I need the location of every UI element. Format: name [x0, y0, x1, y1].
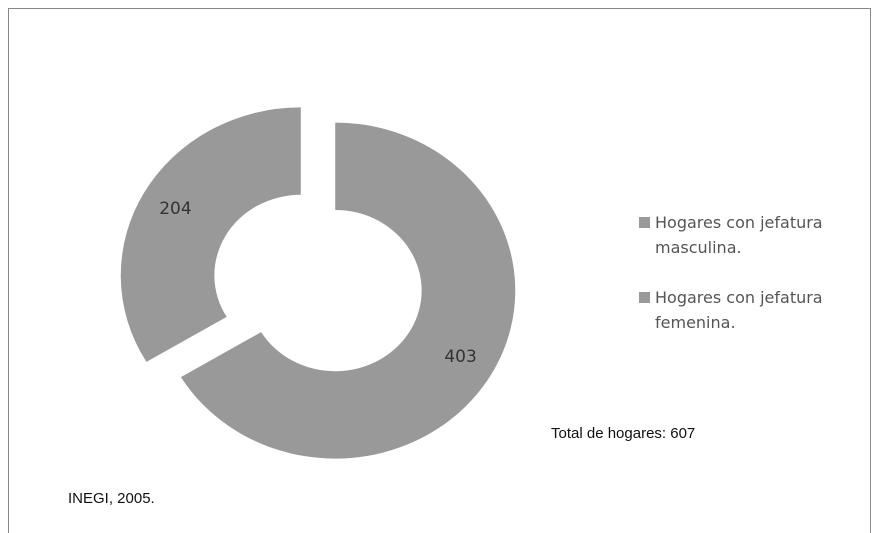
annotation: INEGI, 2005. — [68, 490, 155, 507]
legend-entry: Hogares con jefatura femenina. — [655, 288, 823, 332]
legend-entry: Hogares con jefatura masculina. — [655, 213, 823, 257]
annotation: Total de hogares: 607 — [551, 425, 696, 442]
data-label: 403 — [444, 347, 476, 367]
doughnut-segment — [180, 122, 516, 459]
legend-swatch — [639, 217, 650, 228]
frame — [8, 8, 871, 533]
data-label: 204 — [159, 199, 191, 219]
doughnut-segment — [120, 107, 301, 362]
legend-swatch — [639, 292, 650, 303]
